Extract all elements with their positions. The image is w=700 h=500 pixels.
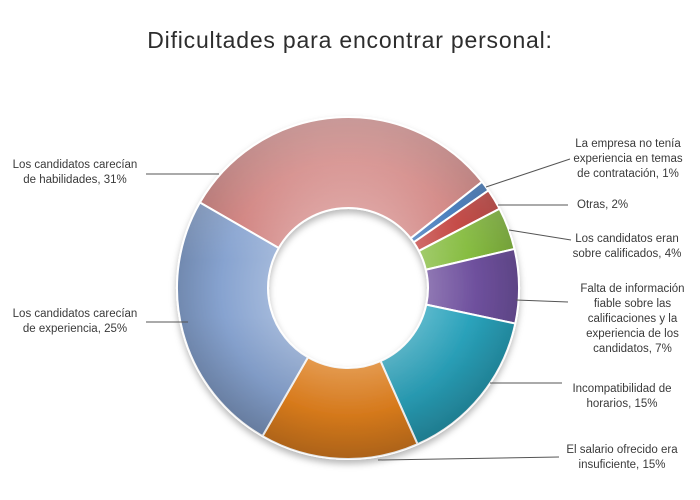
slice-label-line: calificaciones y la bbox=[587, 313, 678, 325]
slice-label-line: de experiencia, 25% bbox=[22, 323, 128, 335]
slice-label-line: experiencia de los bbox=[586, 328, 679, 340]
slice-label-line: experiencia en temas bbox=[573, 153, 683, 165]
slice-label-line: horarios, 15% bbox=[586, 398, 658, 410]
slice-label-4: Falta de información fiable sobre las cali… bbox=[565, 282, 700, 357]
slice-label-line: insuficiente, 15% bbox=[578, 459, 666, 471]
leader-line-1 bbox=[485, 158, 571, 188]
slice-label-line: candidatos, 7% bbox=[593, 343, 672, 355]
slice-label-line: de habilidades, 31% bbox=[23, 174, 127, 186]
slice-label-line: Los candidatos carecían bbox=[12, 308, 138, 320]
leader-line-6 bbox=[377, 456, 560, 461]
leader-line-4 bbox=[515, 299, 569, 303]
slice-label-3: Los candidatos eran sobre calificados, 4% bbox=[561, 232, 693, 262]
slice-label-line: Los candidatos eran bbox=[575, 233, 679, 245]
slice-label-line: Falta de información bbox=[580, 283, 685, 295]
slice-label-0: Los candidatos carecían de habilidades, 3… bbox=[0, 158, 150, 188]
slice-label-line: La empresa no tenía bbox=[575, 138, 681, 150]
slice-label-line: fiable sobre las bbox=[593, 298, 672, 310]
chart-title: Dificultades para encontrar personal: bbox=[147, 27, 553, 53]
pie-slices-group bbox=[176, 116, 520, 460]
slice-label-1: La empresa no tenía experiencia en temas d… bbox=[562, 137, 694, 182]
slice-label-line: El salario ofrecido era bbox=[566, 444, 678, 456]
slice-label-5: Incompatibilidad de horarios, 15% bbox=[557, 382, 687, 412]
slice-label-line: Incompatibilidad de bbox=[572, 383, 672, 395]
slice-label-line: Los candidatos carecían bbox=[12, 159, 138, 171]
slice-label-line: Otras, 2% bbox=[577, 199, 629, 211]
leader-line-3 bbox=[508, 229, 572, 241]
slice-label-line: de contratación, 1% bbox=[577, 168, 679, 180]
slice-label-line: sobre calificados, 4% bbox=[572, 248, 682, 260]
slice-label-7: Los candidatos carecían de experiencia, 2… bbox=[0, 307, 150, 337]
slice-label-6: El salario ofrecido era insuficiente, 15% bbox=[557, 443, 687, 473]
slice-label-2: Otras, 2% bbox=[577, 198, 687, 213]
leader-lines-group bbox=[146, 158, 572, 461]
